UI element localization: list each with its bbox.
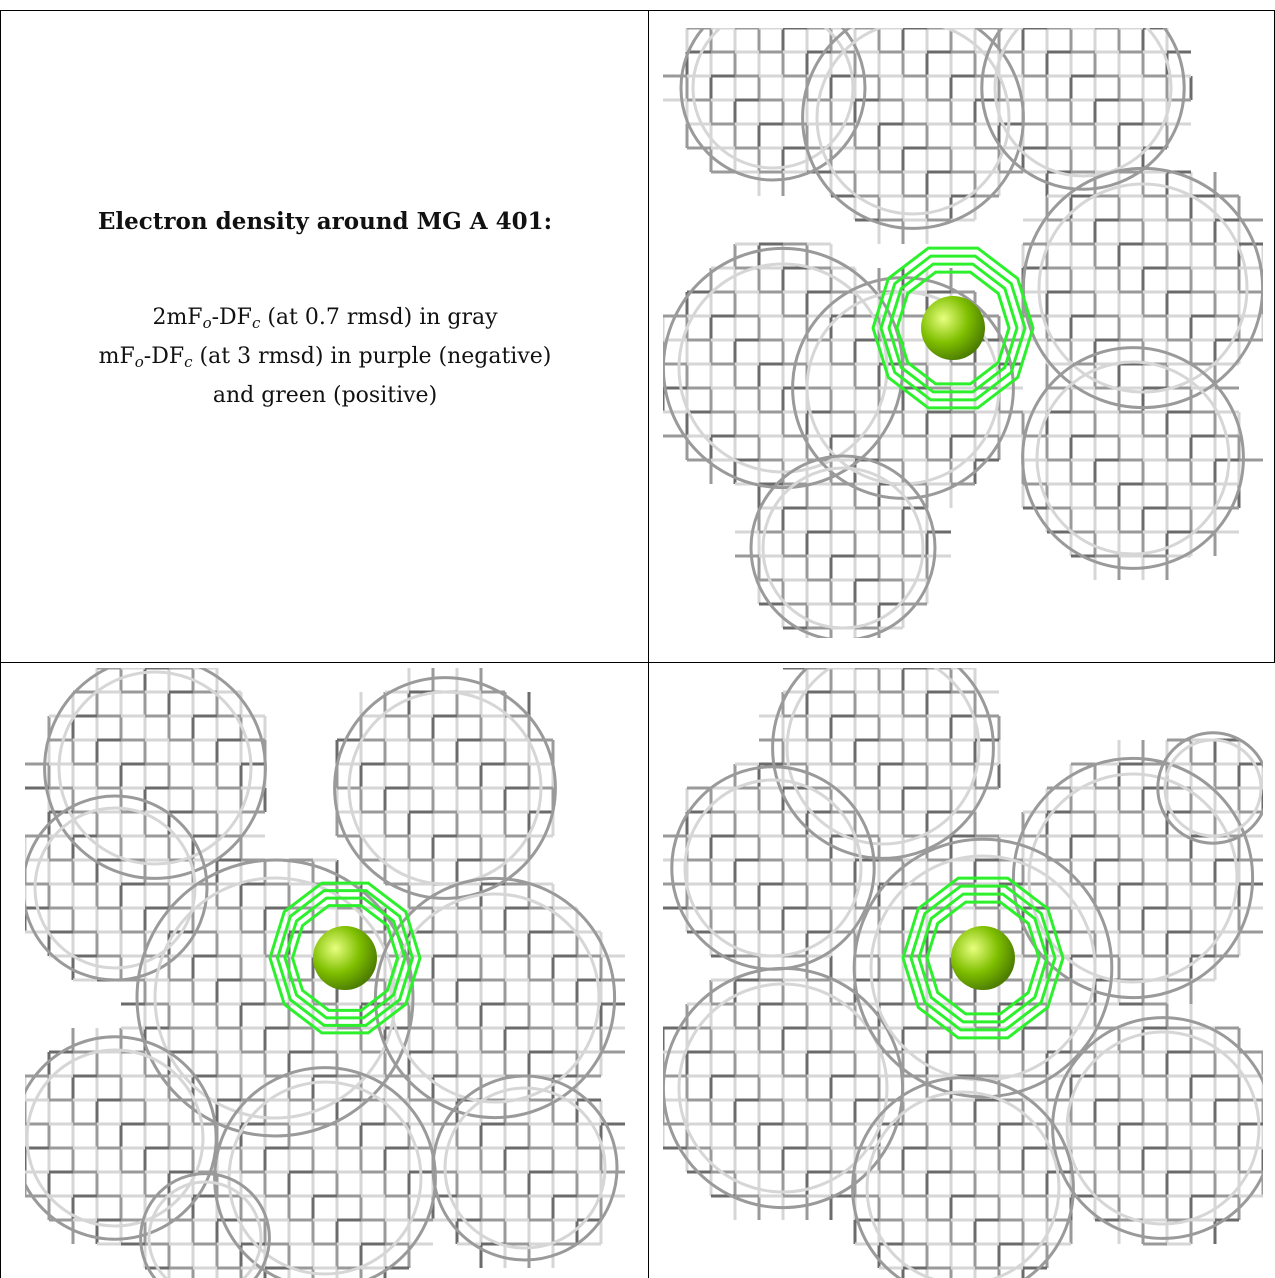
mesh-svg [663,28,1263,638]
mesh-contour [749,454,937,638]
mesh-contour [852,837,1114,1099]
positive-contour [901,876,1065,1040]
positive-contour [275,889,415,1027]
mesh-contour [801,28,1025,230]
positive-contour [887,262,1019,394]
mesh-contour [389,892,601,1104]
positive-contour [871,246,1035,410]
mesh-contour [1035,360,1231,556]
positive-contour [895,270,1011,386]
mesh-contour [1011,756,1255,1000]
mesh-contour [851,1076,1075,1278]
mesh-contour [785,668,981,846]
mesh-contour [815,28,1011,216]
mesh-contour [443,1086,607,1250]
mesh-contour [43,668,267,880]
mesh-contour [25,794,209,982]
mesh-contour [1065,1030,1261,1226]
mesh-contour [1163,738,1263,838]
mesh-contour [771,668,995,860]
mesh-contour [980,28,1186,191]
mesh-contour [25,1048,205,1228]
mesh-contour [1021,346,1245,570]
mesh-contour [153,876,397,1120]
caption-line-mfo: mFo-DFc (at 3 rmsd) in purple (negative) [98,344,552,371]
mesh-contour [33,806,197,970]
table-col-separator [648,10,649,1278]
mesh-contour [135,858,415,1138]
mesh-contour [865,1090,1061,1278]
caption-title: Electron density around MG A 401: [97,208,553,235]
mg-atom-sphere [921,296,985,360]
mesh-contour [677,982,889,1194]
positive-contour [909,884,1057,1032]
density-view-bottom-right [663,668,1263,1278]
table-border-top [0,10,1275,11]
mesh-contour [213,1066,437,1278]
mesh-contour [25,1035,218,1241]
positive-density-mesh [268,881,422,1035]
table-row-separator [0,662,1275,663]
positive-density-mesh [901,876,1065,1040]
caption-legend: 2mFo-DFc (at 0.7 rmsd) in gray mFo-DFc (… [20,301,630,412]
mesh-contour [333,676,557,900]
mesh-contour [1037,182,1249,394]
mesh-contour [805,290,1001,486]
caption-block: Electron density around MG A 401: 2mFo-D… [20,208,630,412]
mesh-contour [677,262,889,474]
density-view-top-right [663,28,1263,638]
mesh-contour [691,28,855,170]
positive-contour [925,900,1041,1016]
mesh-contour [1021,166,1263,410]
mesh-contour [147,1180,263,1278]
table-border-left [0,10,1,1278]
mesh-contour [670,765,876,971]
caption-line-2mfo: 2mFo-DFc (at 0.7 rmsd) in gray [152,305,498,332]
positive-density-mesh [871,246,1035,410]
mesh-contour [761,466,925,630]
mesh-contour [57,670,253,866]
mesh-contour [663,966,905,1210]
mesh-contour [1027,772,1239,984]
density-view-bottom-left [25,668,635,1278]
positive-contour [268,881,422,1035]
mesh-contour [1156,731,1263,845]
mesh-contour [1051,1016,1263,1240]
positive-contour [879,254,1027,402]
positive-contour [290,904,400,1012]
mg-atom-sphere [951,926,1015,990]
caption-line-colors: and green (positive) [212,383,438,408]
positive-contour [283,896,407,1020]
positive-contour [917,892,1049,1024]
mesh-contour [139,1172,271,1278]
mesh-svg [663,668,1263,1278]
mg-atom-sphere [313,926,377,990]
mesh-svg [25,668,625,1278]
mesh-contour [679,28,867,182]
mesh-contour [431,1074,619,1262]
mesh-contour [683,778,863,958]
mesh-contour [993,28,1173,178]
mesh-contour [347,690,543,886]
